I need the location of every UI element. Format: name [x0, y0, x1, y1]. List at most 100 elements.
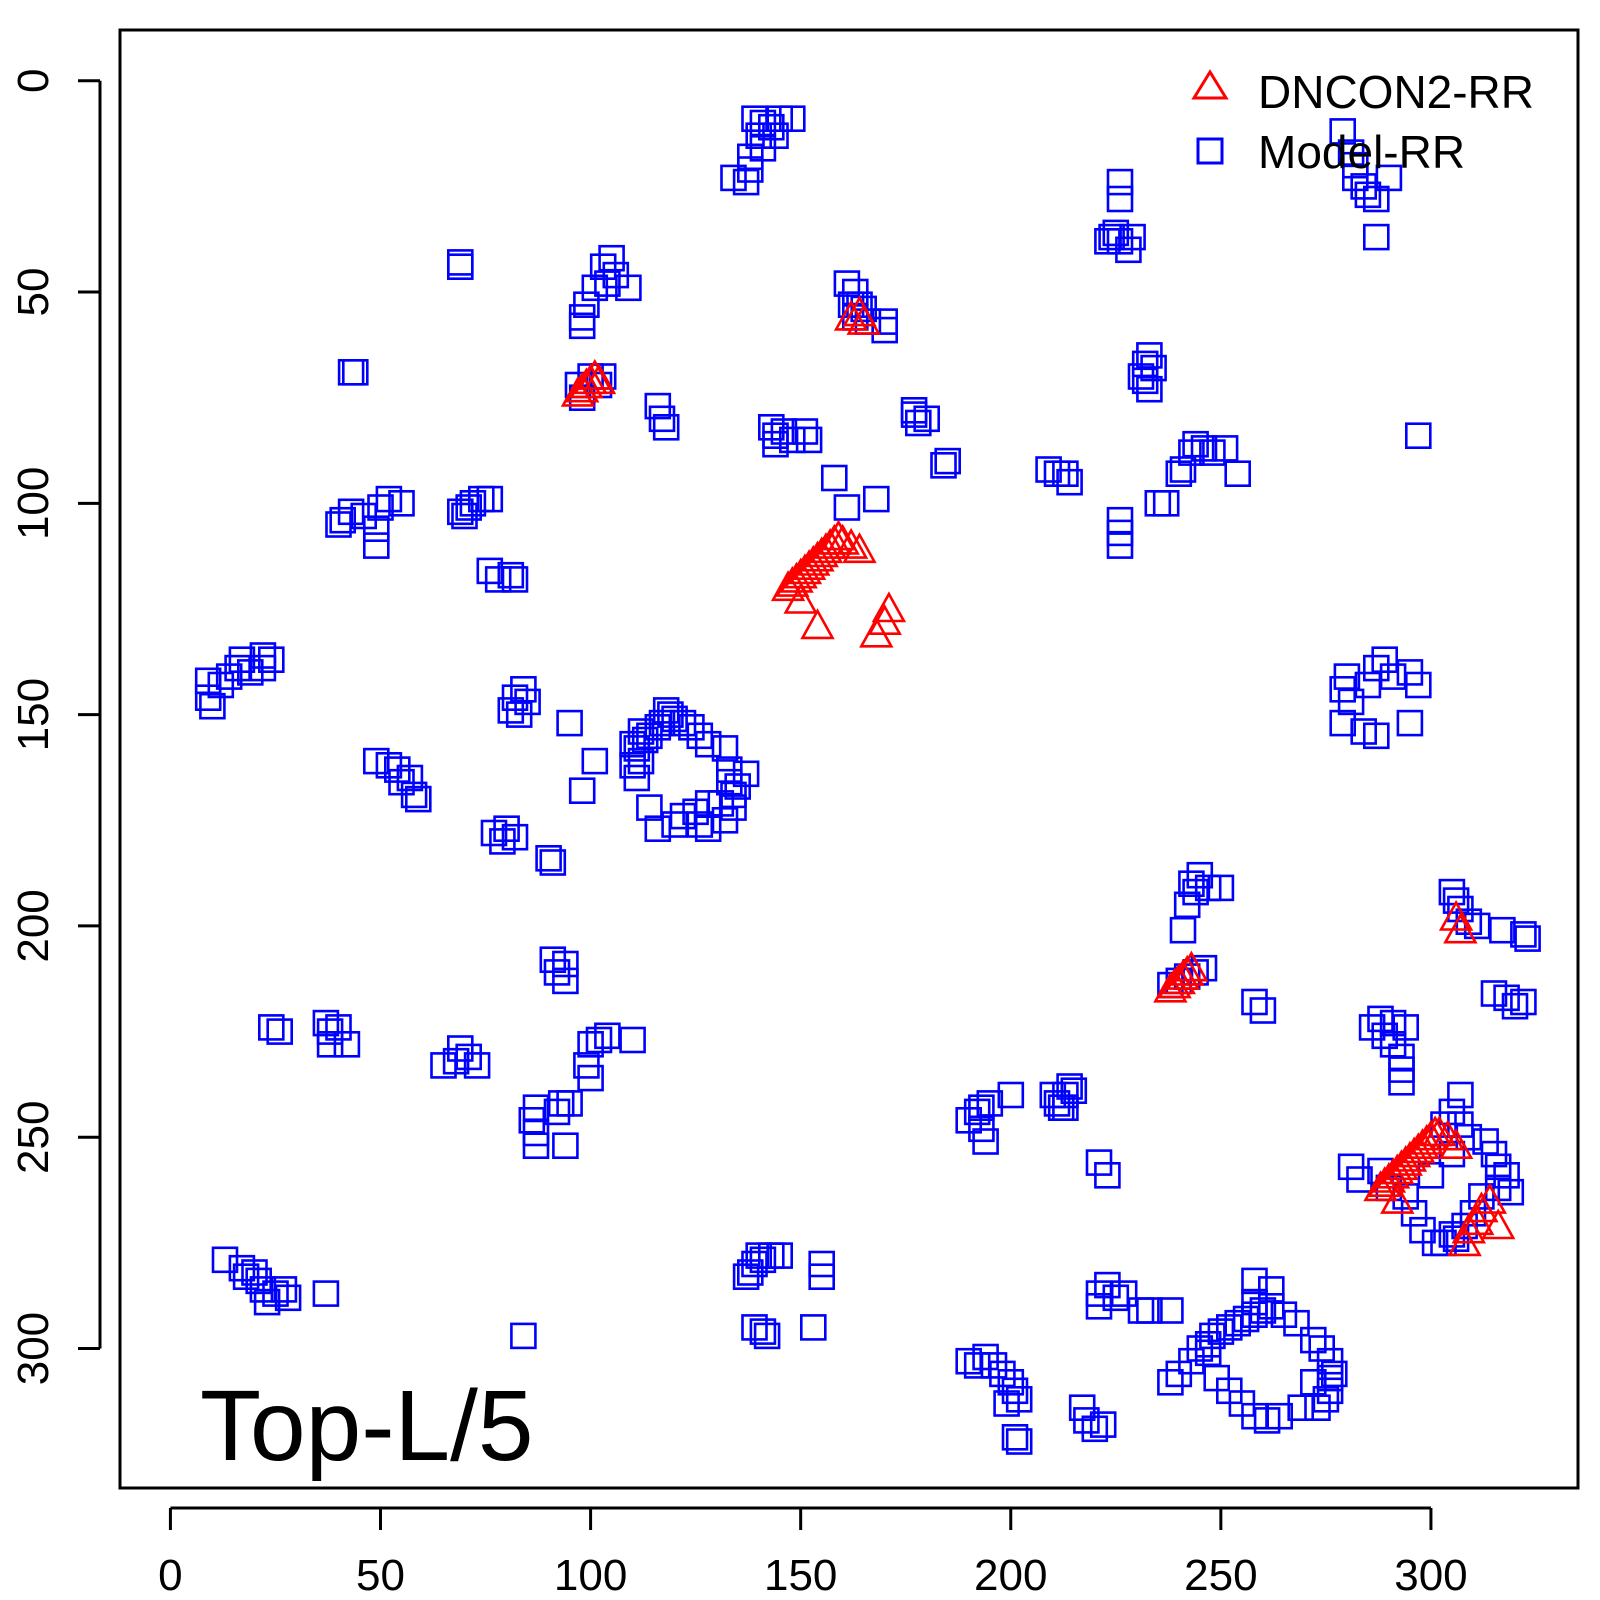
model-rr-point-332 — [972, 1343, 999, 1371]
model-rr-point-121 — [207, 671, 235, 699]
model-rr-point-229 — [1094, 1162, 1121, 1189]
legend-square-marker — [1196, 137, 1224, 165]
model-rr-point-76 — [1144, 489, 1172, 517]
model-rr-point-111 — [459, 489, 487, 517]
model-rr-point-146 — [661, 705, 688, 733]
model-rr-point-339 — [1001, 1424, 1029, 1451]
model-rr-point-53 — [930, 451, 957, 479]
model-rr-point-335 — [997, 1369, 1025, 1396]
model-rr-point-11 — [720, 164, 747, 192]
y-tick-label-50: 50 — [9, 268, 58, 317]
model-rr-point-373 — [1321, 1360, 1348, 1388]
model-rr-point-235 — [1173, 891, 1201, 919]
model-rr-point-216 — [968, 1094, 995, 1121]
model-rr-point-199 — [446, 1035, 474, 1062]
dncon2-rr-point-2 — [569, 367, 604, 399]
dncon2-rr-point-57 — [1451, 1212, 1487, 1244]
model-rr-point-105 — [367, 494, 394, 521]
model-rr-point-345 — [1085, 1293, 1113, 1320]
y-tick-label-100: 100 — [9, 467, 58, 540]
dncon2-rr-point-55 — [1380, 1182, 1415, 1214]
model-rr-point-139 — [627, 718, 655, 745]
model-rr-point-63 — [1106, 168, 1134, 196]
model-rr-point-351 — [1081, 1415, 1109, 1443]
model-rr-point-181 — [493, 815, 520, 843]
model-rr-point-367 — [1241, 1288, 1268, 1316]
model-rr-point-164 — [619, 751, 646, 779]
model-rr-point-188 — [257, 1014, 285, 1041]
x-tick-label-200: 200 — [974, 1551, 1047, 1600]
y-tick-label-200: 200 — [9, 889, 58, 962]
dncon2-rr-point-5 — [581, 363, 617, 395]
model-rr-point-218 — [997, 1081, 1025, 1109]
model-rr-point-301 — [1442, 1225, 1470, 1252]
dncon2-rr-point-22 — [825, 523, 860, 555]
model-rr-point-268 — [1371, 646, 1398, 674]
model-rr-point-203 — [619, 1026, 646, 1054]
dncon2-rr-point-36 — [1438, 899, 1474, 931]
model-rr-point-47 — [795, 426, 823, 454]
plot-frame — [118, 28, 1580, 1490]
dncon2-rr-points — [560, 295, 1516, 1257]
model-rr-point-128 — [257, 646, 285, 674]
model-rr-point-352 — [1089, 1411, 1117, 1438]
dncon2-rr-point-34 — [1169, 954, 1205, 986]
model-rr-point-244 — [1438, 878, 1466, 906]
model-rr-point-165 — [627, 747, 655, 775]
model-rr-point-384 — [1194, 1339, 1222, 1367]
model-rr-point-348 — [1157, 1297, 1184, 1324]
model-rr-point-201 — [585, 1026, 613, 1054]
model-rr-point-136 — [581, 747, 609, 775]
model-rr-point-98 — [1405, 422, 1432, 450]
model-rr-point-275 — [1396, 709, 1424, 737]
model-rr-point-198 — [463, 1052, 491, 1079]
legend-label-dncon2: DNCON2-RR — [1258, 66, 1534, 118]
model-rr-point-150 — [694, 730, 722, 758]
model-rr-point-56 — [833, 494, 861, 521]
model-rr-point-41 — [652, 413, 680, 441]
dncon2-rr-point-26 — [800, 608, 835, 640]
dncon2-rr-point-53 — [1430, 1119, 1465, 1151]
dncon2-rr-point-59 — [1464, 1191, 1499, 1223]
legend-label-model: Model-RR — [1258, 126, 1465, 178]
y-tick-label-0: 0 — [9, 68, 58, 92]
model-rr-point-61 — [1056, 468, 1083, 496]
model-rr-point-120 — [199, 692, 226, 720]
model-rr-point-205 — [577, 1064, 604, 1092]
model-rr-point-328 — [799, 1314, 827, 1341]
model-rr-point-189 — [266, 1018, 294, 1045]
model-rr-point-180 — [501, 823, 529, 851]
model-rr-point-162 — [636, 794, 663, 821]
model-rr-point-7 — [762, 122, 789, 149]
model-rr-point-385 — [1157, 1369, 1184, 1396]
model-rr-point-4 — [778, 105, 806, 132]
model-rr-point-151 — [711, 735, 739, 762]
dncon2-rr-point-50 — [1413, 1119, 1449, 1151]
model-rr-point-87 — [1211, 435, 1239, 462]
model-rr-point-370 — [1300, 1326, 1327, 1354]
dncon2-rr-point-33 — [1165, 958, 1201, 990]
model-rr-point-85 — [1190, 435, 1218, 462]
model-rr-point-365 — [1241, 1267, 1268, 1295]
model-rr-point-250 — [1510, 921, 1537, 948]
dncon2-rr-point-19 — [812, 527, 848, 559]
model-rr-point-363 — [1249, 1297, 1277, 1324]
dncon2-rr-point-52 — [1422, 1115, 1457, 1147]
model-rr-point-71 — [1131, 350, 1159, 378]
dncon2-rr-point-60 — [1472, 1182, 1508, 1214]
dncon2-rr-point-25 — [783, 582, 818, 614]
model-rr-point-242 — [1241, 988, 1268, 1016]
model-rr-point-57 — [862, 485, 890, 513]
model-rr-point-187 — [552, 950, 579, 978]
dncon2-rr-point-54 — [1438, 1128, 1474, 1159]
model-rr-point-267 — [1363, 654, 1390, 682]
dncon2-rr-point-29 — [871, 591, 907, 623]
model-rr-point-274 — [1363, 722, 1390, 750]
model-rr-point-277 — [1405, 671, 1432, 699]
model-rr-point-321 — [732, 1263, 760, 1290]
model-rr-point-177 — [388, 768, 415, 796]
model-rr-point-193 — [333, 1031, 361, 1058]
model-rr-point-347 — [1136, 1297, 1163, 1324]
dncon2-rr-point-49 — [1409, 1123, 1444, 1155]
model-rr-point-209 — [522, 1132, 550, 1159]
